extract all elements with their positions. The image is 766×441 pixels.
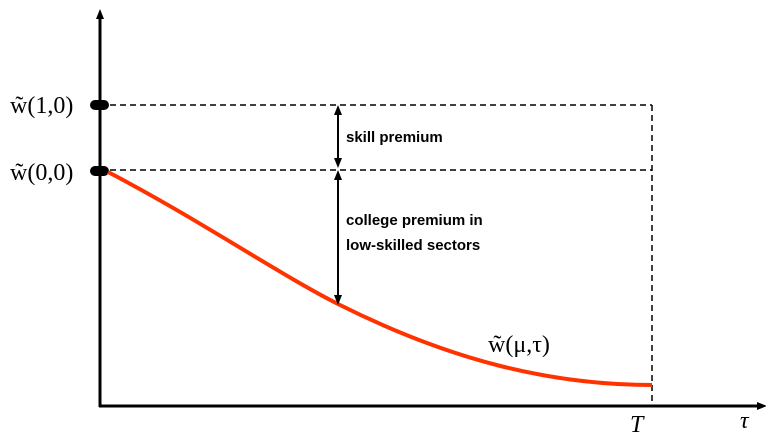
college-premium-label: low-skilled sectors — [346, 237, 480, 254]
label-w-high: w̃(1,0) — [10, 93, 73, 119]
label-tau: τ — [740, 408, 750, 434]
skill-premium-label: skill premium — [346, 129, 443, 146]
label-T: T — [630, 412, 645, 438]
wage-curve — [107, 170, 653, 387]
level-marker — [90, 100, 109, 110]
level-marker — [90, 166, 109, 176]
college-premium-label: college premium in — [346, 212, 483, 229]
dashed-guides — [100, 104, 653, 406]
label-w-low: w̃(0,0) — [10, 160, 73, 186]
label-curve: w̃(μ,τ) — [488, 332, 550, 358]
